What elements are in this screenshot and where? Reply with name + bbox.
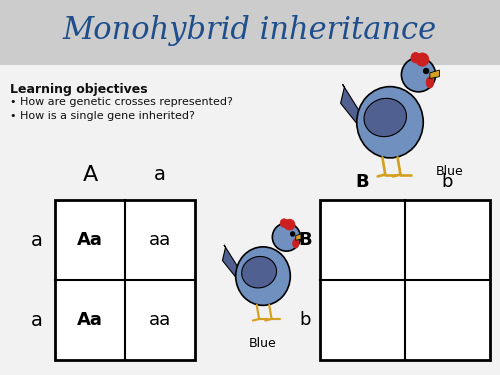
Ellipse shape <box>416 53 429 66</box>
Ellipse shape <box>364 98 406 136</box>
Polygon shape <box>222 245 241 284</box>
Text: Learning objectives: Learning objectives <box>10 83 147 96</box>
Text: Monohybrid inheritance: Monohybrid inheritance <box>63 15 437 45</box>
Text: aa: aa <box>149 231 171 249</box>
Text: A: A <box>82 165 98 185</box>
Polygon shape <box>340 84 363 132</box>
Text: b: b <box>442 173 453 191</box>
Ellipse shape <box>236 247 290 305</box>
Text: Blue: Blue <box>249 337 277 350</box>
Text: aa: aa <box>149 311 171 329</box>
Circle shape <box>402 58 436 92</box>
Text: a: a <box>31 231 43 249</box>
Text: B: B <box>298 231 312 249</box>
Text: a: a <box>31 310 43 330</box>
Text: Blue: Blue <box>436 165 464 178</box>
Bar <box>0 0 500 65</box>
Text: Aa: Aa <box>77 311 103 329</box>
Text: b: b <box>299 311 311 329</box>
Polygon shape <box>296 233 304 240</box>
Text: a: a <box>154 165 166 184</box>
Ellipse shape <box>280 219 288 227</box>
Ellipse shape <box>284 219 295 230</box>
Polygon shape <box>430 70 440 78</box>
Ellipse shape <box>426 76 434 88</box>
Ellipse shape <box>292 238 299 248</box>
Circle shape <box>272 223 300 251</box>
Bar <box>0 65 500 375</box>
Bar <box>320 200 490 360</box>
Ellipse shape <box>411 53 420 63</box>
Text: • How are genetic crosses represented?: • How are genetic crosses represented? <box>10 97 233 107</box>
Ellipse shape <box>357 87 423 158</box>
Text: B: B <box>356 173 370 191</box>
Circle shape <box>423 68 429 74</box>
Text: • How is a single gene inherited?: • How is a single gene inherited? <box>10 111 195 121</box>
Ellipse shape <box>242 256 276 288</box>
Text: Aa: Aa <box>77 231 103 249</box>
Circle shape <box>290 232 295 236</box>
Bar <box>55 200 195 360</box>
